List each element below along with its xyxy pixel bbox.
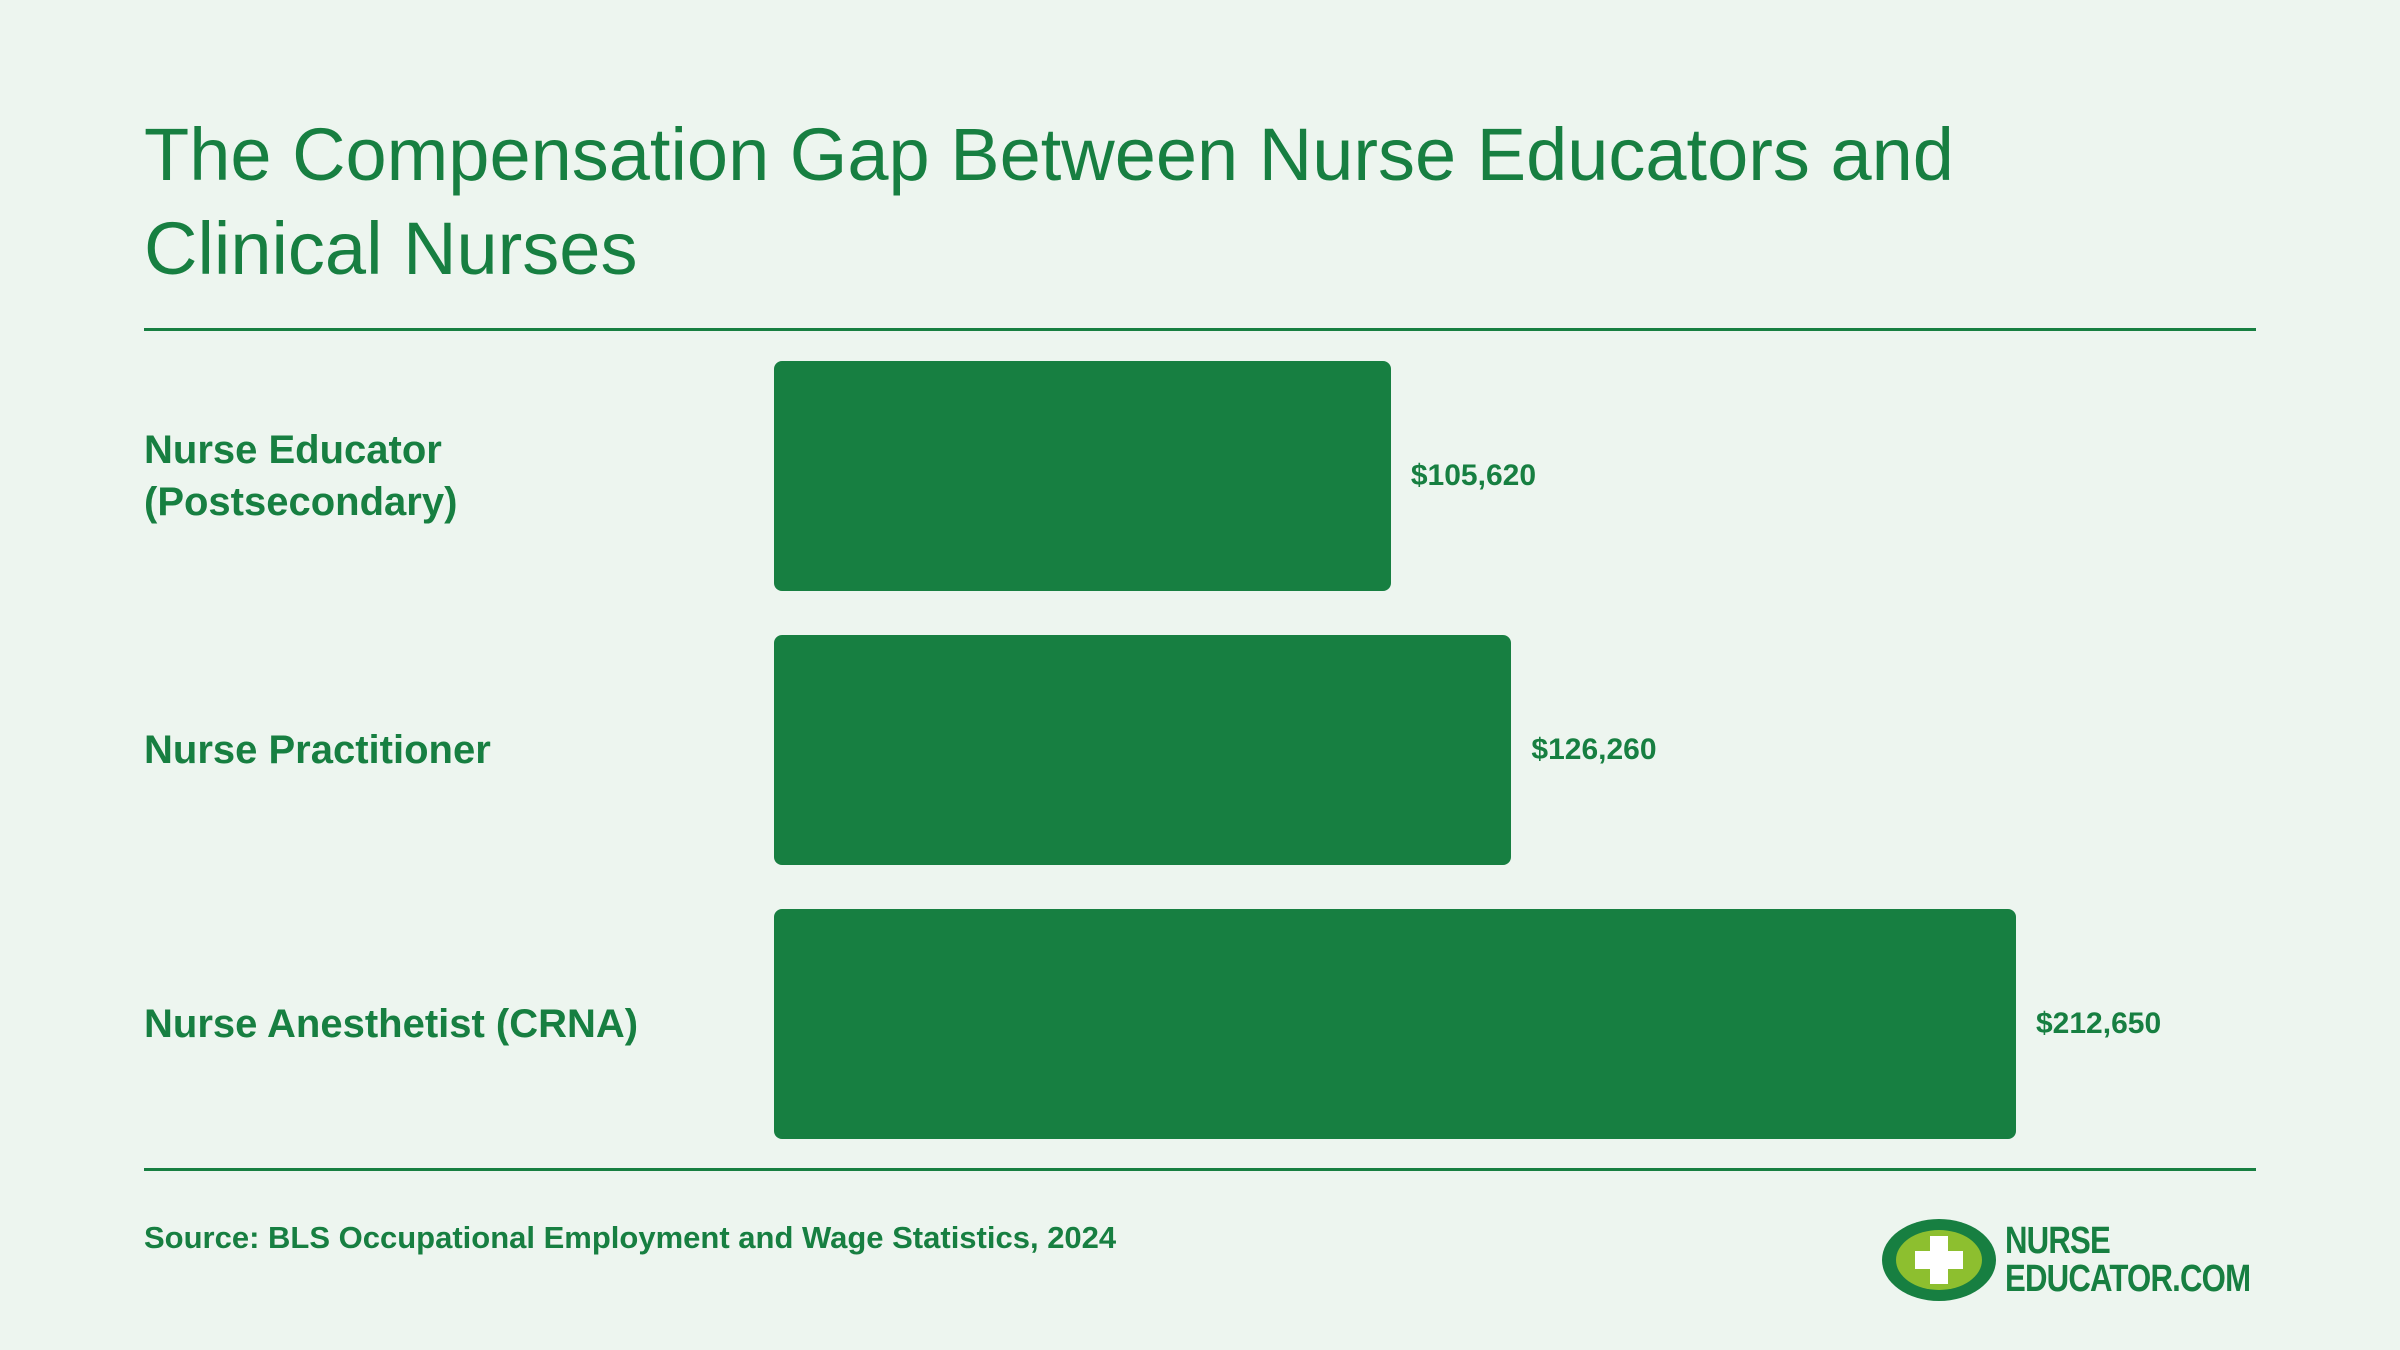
category-label: Nurse Practitioner [144,728,491,772]
logo-line: NURSE [2005,1220,2111,1262]
logo-line: EDUCATOR.COM [2005,1258,2251,1300]
source-note: Source: BLS Occupational Employment and … [144,1220,1117,1255]
category-label: Nurse Educator (Postsecondary) [144,428,458,524]
bar [774,361,1391,591]
logo-cross [1915,1236,1963,1284]
bottom-rule [144,1168,2256,1171]
logo-icon [1882,1219,1996,1301]
bar [774,909,2016,1139]
value-label: $126,260 [1531,733,1657,766]
category-label: Nurse Anesthetist (CRNA) [144,1002,639,1046]
bar [774,635,1512,865]
value-label: $212,650 [2036,1007,2162,1040]
value-label: $105,620 [1410,459,1537,492]
chart-title: The Compensation Gap Between Nurse Educa… [144,113,1954,290]
logo-text: NURSE EDUCATOR.COM [2005,1220,2251,1300]
top-rule [144,328,2256,331]
